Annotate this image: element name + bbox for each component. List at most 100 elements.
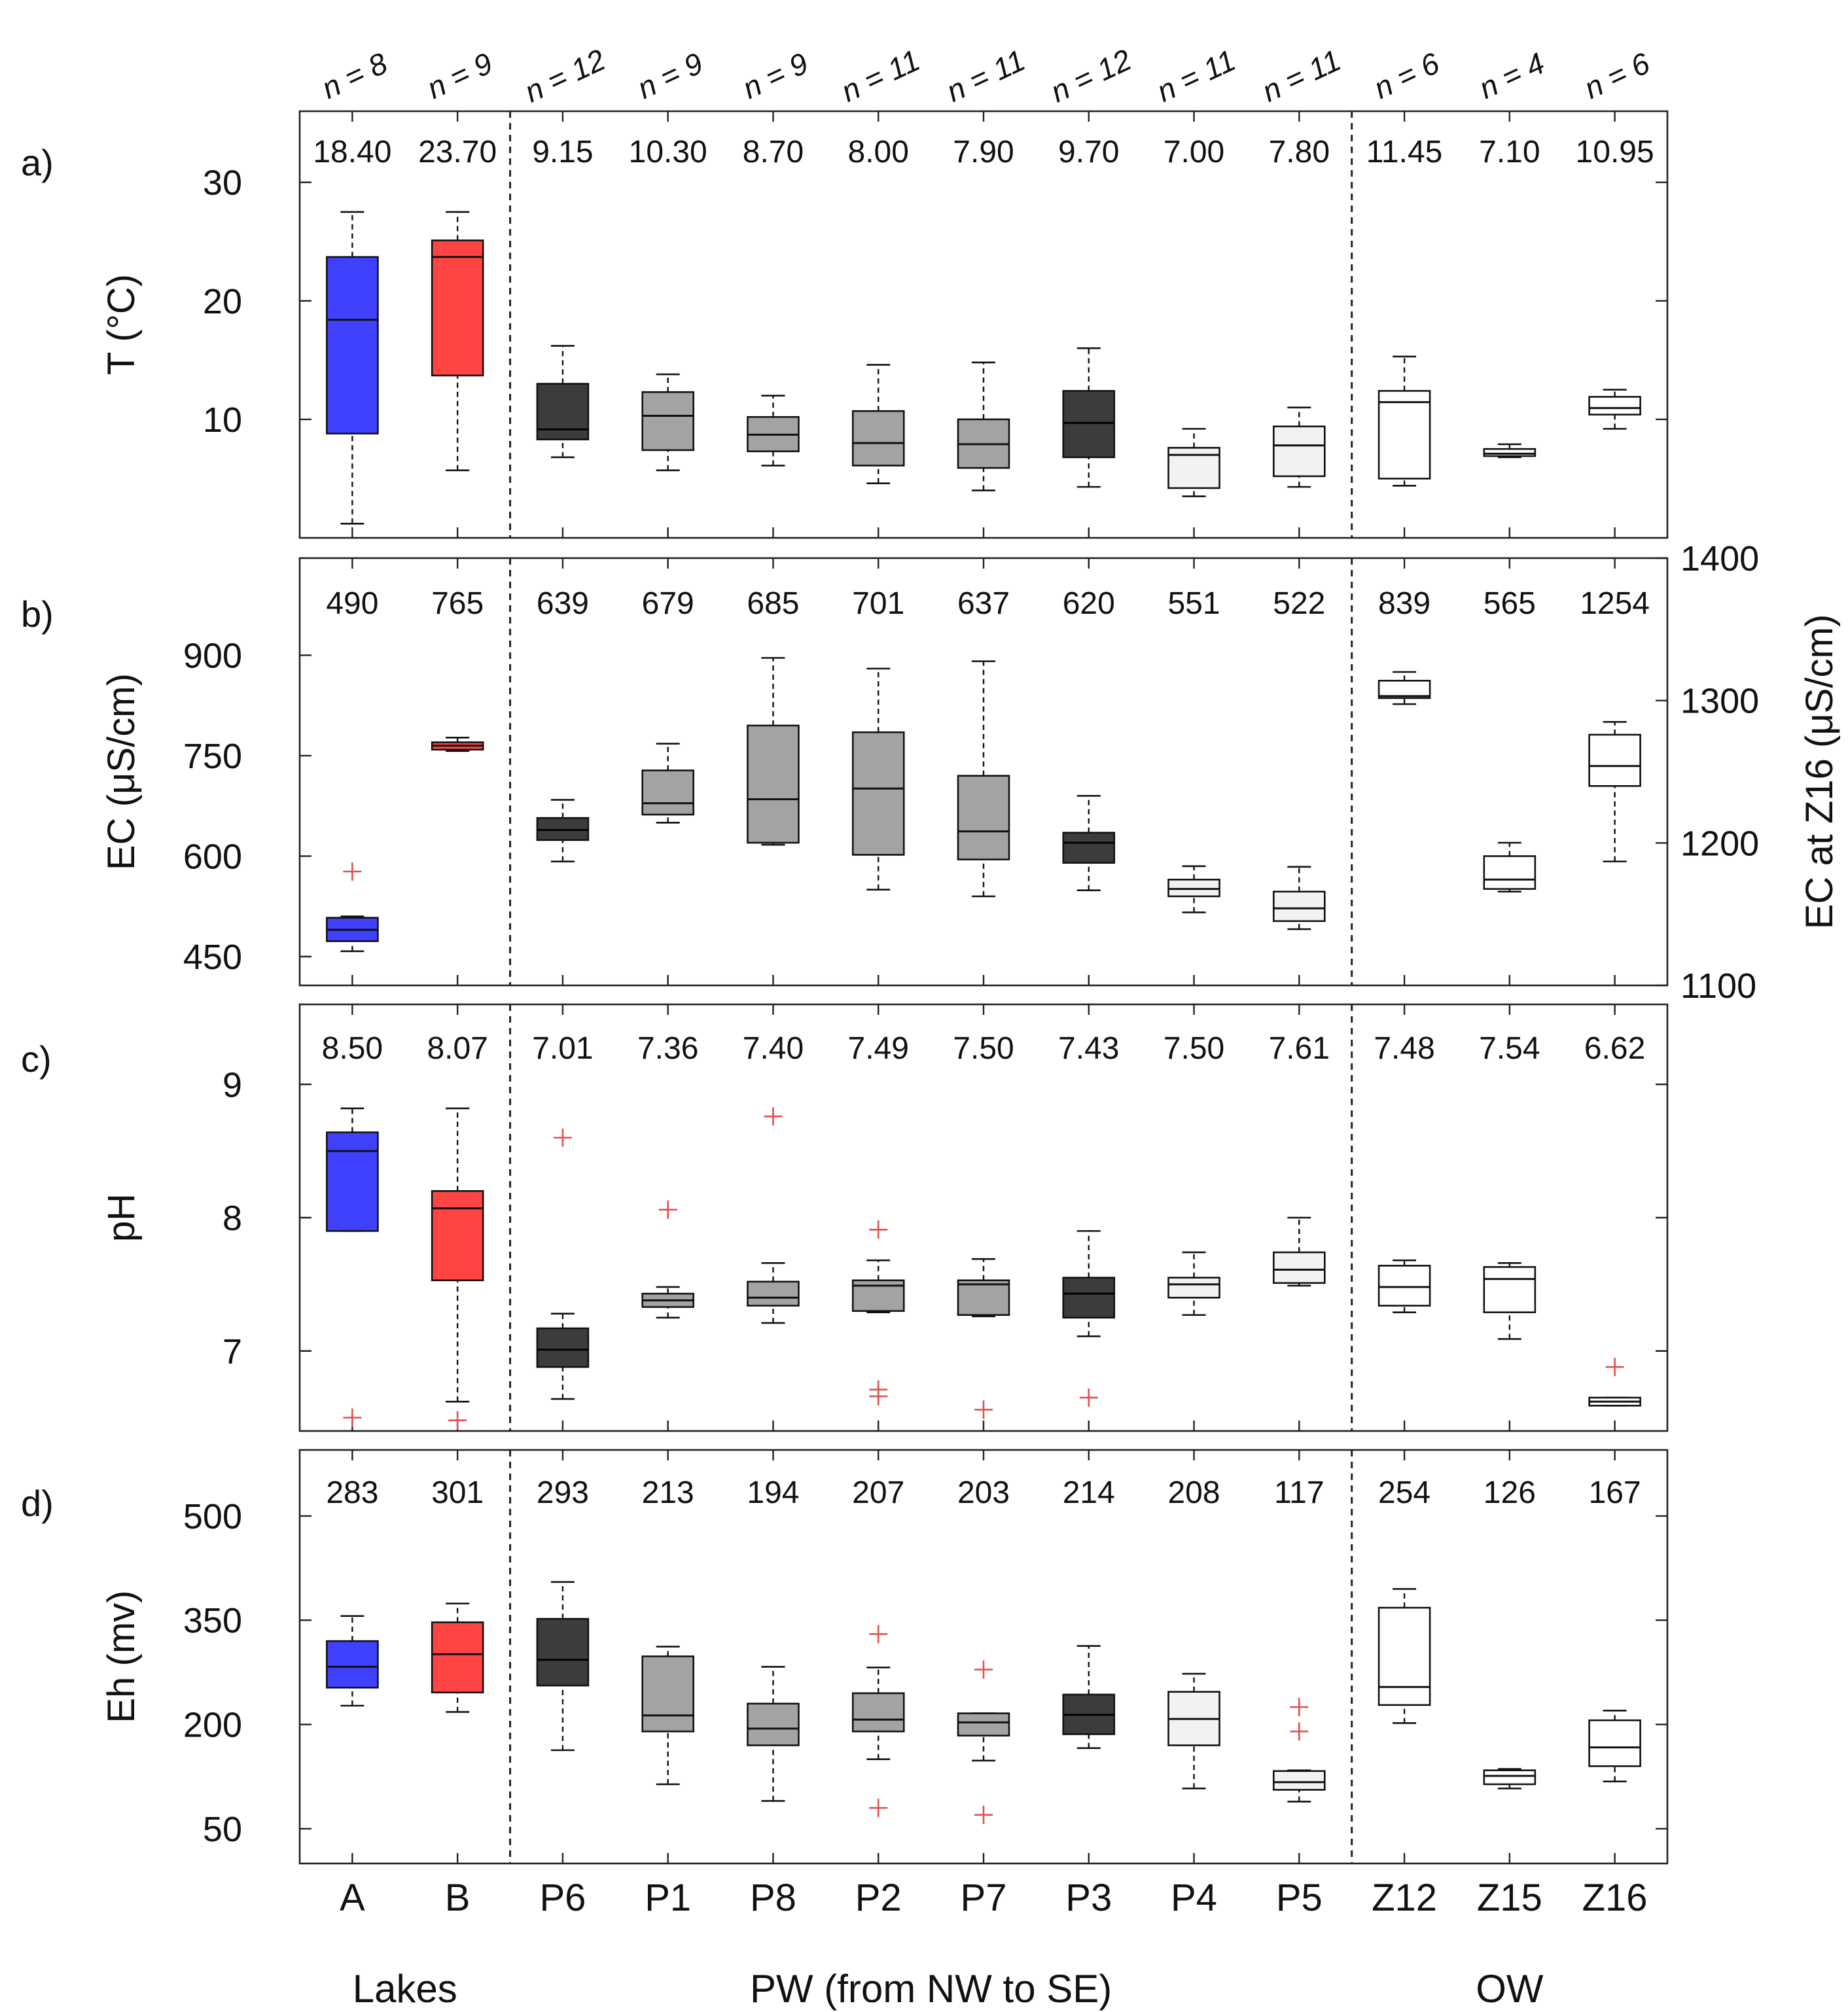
box-P2 xyxy=(851,1259,905,1313)
box-iqr xyxy=(1167,1277,1220,1299)
median-label: 679 xyxy=(642,586,694,621)
median-label: 301 xyxy=(431,1475,484,1510)
box-P7 xyxy=(957,1258,1010,1318)
box-iqr xyxy=(747,1703,800,1746)
box-Z15 xyxy=(1483,841,1537,893)
box-iqr xyxy=(641,1655,694,1733)
median-label: 7.10 xyxy=(1479,135,1540,169)
outlier-marker xyxy=(869,1799,888,1818)
panel-label: c) xyxy=(21,1038,52,1080)
median-label: 293 xyxy=(537,1475,589,1510)
box-P1 xyxy=(641,743,694,824)
box-P5 xyxy=(1273,1216,1326,1287)
box-iqr xyxy=(326,256,379,434)
y-tick-label: 9 xyxy=(222,1065,242,1104)
box-iqr xyxy=(1273,425,1326,478)
outlier-marker xyxy=(869,1387,888,1406)
outlier-marker xyxy=(343,862,362,881)
box-Z15 xyxy=(1483,1768,1537,1790)
category-label: P3 xyxy=(1065,1877,1112,1919)
category-label: Z12 xyxy=(1372,1877,1437,1919)
sample-size-label: n = 9 xyxy=(632,46,708,105)
median-label: 117 xyxy=(1274,1475,1324,1510)
median-label: 1254 xyxy=(1580,586,1650,621)
right-y-axis-title: EC at Z16 (μS/cm) xyxy=(1798,614,1841,929)
right-y-tick-label: 1200 xyxy=(1680,824,1759,863)
box-A xyxy=(326,915,379,953)
box-P4 xyxy=(1167,1672,1220,1790)
median-label: 7.54 xyxy=(1479,1031,1540,1066)
box-P8 xyxy=(747,1666,800,1802)
y-tick-label: 600 xyxy=(183,837,242,876)
box-Z12 xyxy=(1377,355,1431,487)
box-iqr xyxy=(1062,832,1116,864)
median-label: 7.40 xyxy=(743,1031,804,1066)
box-B xyxy=(431,1107,484,1403)
category-label: P4 xyxy=(1171,1877,1217,1919)
box-Z12 xyxy=(1377,671,1431,705)
box-P7 xyxy=(957,660,1010,898)
box-A xyxy=(326,211,379,525)
y-tick-label: 10 xyxy=(203,400,242,440)
box-B xyxy=(431,737,484,752)
box-iqr xyxy=(851,731,905,856)
panel-b: 450 600 750 900 1100 1200 1300 1400 EC at Z16 (μ… xyxy=(21,539,1841,1006)
panel-label: d) xyxy=(21,1483,54,1524)
box-P8 xyxy=(747,1262,800,1324)
y-tick-label: 900 xyxy=(183,636,242,675)
sample-size-label: n = 12 xyxy=(520,43,611,109)
category-label: A xyxy=(340,1877,365,1919)
box-P1 xyxy=(641,1646,694,1786)
median-label: 203 xyxy=(957,1475,1010,1510)
box-Z15 xyxy=(1483,443,1537,459)
sample-size-label: n = 8 xyxy=(317,46,393,105)
panel-d: 50 200 350 500 Eh (mv) d) 283 301 293 213 194 207 20… xyxy=(21,1449,1669,1865)
median-label: 7.80 xyxy=(1269,135,1330,169)
median-label: 620 xyxy=(1063,586,1115,621)
box-P5 xyxy=(1273,1769,1326,1803)
box-P6 xyxy=(536,799,590,862)
box-iqr xyxy=(1588,396,1641,415)
box-iqr xyxy=(536,817,590,841)
median-label: 7.61 xyxy=(1269,1031,1330,1066)
y-tick-label: 30 xyxy=(203,164,242,203)
y-axis-title: EC (μS/cm) xyxy=(100,673,143,870)
box-iqr xyxy=(957,775,1010,860)
group-label: OW xyxy=(1476,1967,1544,2011)
box-iqr xyxy=(431,239,484,377)
box-P4 xyxy=(1167,865,1220,913)
box-iqr xyxy=(1273,891,1326,923)
median-label: 6.62 xyxy=(1584,1031,1645,1066)
box-P2 xyxy=(851,364,905,484)
box-iqr xyxy=(851,410,905,467)
category-label: P8 xyxy=(750,1877,796,1919)
box-P8 xyxy=(747,657,800,846)
box-iqr xyxy=(957,1279,1010,1316)
median-label: 9.70 xyxy=(1058,135,1119,169)
median-label: 8.07 xyxy=(427,1031,488,1066)
y-tick-label: 50 xyxy=(203,1810,242,1849)
median-label: 283 xyxy=(326,1475,378,1510)
panel-a: 10 20 30 T (°C) a) 18.40 23.70 9.15 10.30 8.70 8.0… xyxy=(21,110,1669,539)
box-P3 xyxy=(1062,1645,1116,1749)
box-iqr xyxy=(641,391,694,451)
median-label: 213 xyxy=(642,1475,694,1510)
group-label: Lakes xyxy=(353,1967,457,2011)
box-iqr xyxy=(1062,390,1116,459)
box-iqr xyxy=(957,1712,1010,1737)
median-label: 701 xyxy=(852,586,904,621)
median-label: 639 xyxy=(537,586,589,621)
sample-size-label: n = 6 xyxy=(1368,46,1444,105)
median-label: 490 xyxy=(326,586,378,621)
box-iqr xyxy=(536,1617,590,1687)
median-label: 7.43 xyxy=(1058,1031,1119,1066)
box-iqr xyxy=(747,724,800,844)
category-label: P7 xyxy=(961,1877,1007,1919)
right-y-tick-label: 1400 xyxy=(1680,539,1759,578)
box-Z16 xyxy=(1588,389,1641,430)
median-label: 7.50 xyxy=(953,1031,1014,1066)
panel-frame xyxy=(298,110,1669,539)
box-A xyxy=(326,1615,379,1707)
outlier-marker xyxy=(974,1400,993,1419)
category-label: P1 xyxy=(645,1877,691,1919)
